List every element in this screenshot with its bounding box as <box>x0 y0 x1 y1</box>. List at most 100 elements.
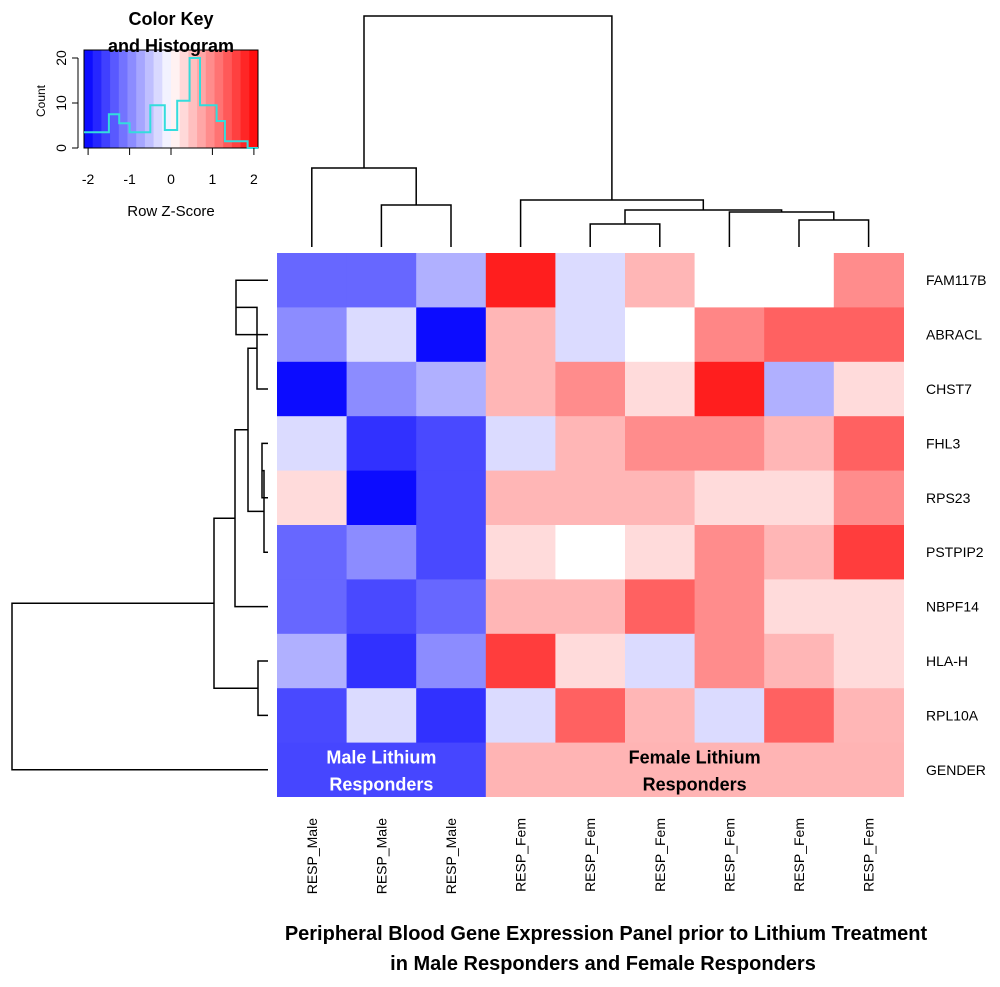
heatmap-cell <box>277 688 348 744</box>
annotation-group-label: Responders <box>329 775 433 795</box>
row-label: RPS23 <box>926 490 971 506</box>
heatmap-cell <box>555 416 626 472</box>
color-key-band <box>92 50 102 148</box>
row-dendrogram <box>11 279 268 771</box>
column-label: RESP_Fem <box>513 818 529 892</box>
row-dendrogram-branch <box>11 602 268 771</box>
annotation-group-label: Male Lithium <box>326 748 436 768</box>
heatmap-cell <box>764 688 835 744</box>
heatmap-cell <box>555 525 626 580</box>
heatmap-cell <box>277 525 348 580</box>
heatmap-cell <box>764 579 835 635</box>
heatmap-cell <box>416 253 487 308</box>
heatmap-cell <box>833 470 904 526</box>
color-key-band <box>101 50 111 148</box>
heatmap-cell <box>764 253 835 308</box>
color-key-x-tick-label: 2 <box>250 171 258 187</box>
color-key-band <box>205 50 215 148</box>
color-key-band <box>118 50 128 148</box>
heatmap-cell <box>694 688 765 744</box>
color-key-band <box>171 50 181 148</box>
heatmap-cell <box>346 525 417 580</box>
color-key-y-tick-label: 10 <box>53 95 69 111</box>
heatmap-cell <box>346 416 417 472</box>
row-dendrogram-branch <box>234 429 268 608</box>
heatmap-cell <box>625 525 696 580</box>
heatmap-cell <box>346 307 417 363</box>
column-dendrogram-branch <box>363 15 613 200</box>
row-label: FHL3 <box>926 435 960 451</box>
heatmap-cell <box>346 470 417 526</box>
heatmap-cell <box>277 579 348 635</box>
heatmap-cell <box>694 361 765 417</box>
heatmap-cell <box>625 688 696 744</box>
row-label: CHST7 <box>926 381 972 397</box>
color-key-band <box>153 50 163 148</box>
annotation-group-label: Female Lithium <box>629 748 761 768</box>
heatmap-cell <box>833 688 904 744</box>
color-key-xlabel: Row Z-Score <box>127 203 215 220</box>
figure-title-line-1: Peripheral Blood Gene Expression Panel p… <box>285 923 928 945</box>
heatmap-cell <box>346 253 417 308</box>
color-key-x-tick-label: 1 <box>209 171 217 187</box>
color-key-ylabel: Count <box>34 84 48 117</box>
heatmap-cell <box>485 579 556 635</box>
column-dendrogram-branch <box>728 211 835 247</box>
column-dendrogram-branch <box>589 223 661 247</box>
heatmap-cell <box>694 253 765 308</box>
heatmap-cell <box>555 579 626 635</box>
row-labels: FAM117B ABRACL CHST7 FHL3 RPS23 PSTPIP2 NBPF14… <box>926 272 986 778</box>
column-label: RESP_Male <box>373 818 389 894</box>
heatmap-cell <box>555 688 626 744</box>
heatmap-cell <box>625 416 696 472</box>
gender-annotation-bar: Male Lithium Responders Female Lithium Resp… <box>277 742 904 797</box>
color-key-band <box>179 50 189 148</box>
heatmap-cell <box>485 688 556 744</box>
heatmap-cell <box>555 470 626 526</box>
color-key-title-line-1: Color Key <box>128 9 213 29</box>
heatmap-cell <box>277 307 348 363</box>
heatmap-cell <box>485 416 556 472</box>
heatmap-cell <box>833 307 904 363</box>
heatmap-cell <box>764 633 835 689</box>
column-label: RESP_Male <box>304 818 320 894</box>
heatmap-cell <box>277 361 348 417</box>
heatmap-cell <box>485 253 556 308</box>
color-key-band <box>197 50 207 148</box>
heatmap-cell <box>277 416 348 472</box>
heatmap-cell <box>346 579 417 635</box>
row-label: ABRACL <box>926 327 982 343</box>
row-label: NBPF14 <box>926 599 979 615</box>
heatmap-cells <box>277 253 904 744</box>
heatmap-cell <box>485 361 556 417</box>
heatmap-cell <box>416 688 487 744</box>
column-label: RESP_Male <box>443 818 459 894</box>
heatmap-cell <box>346 361 417 417</box>
heatmap-cell <box>485 470 556 526</box>
heatmap-cell <box>625 579 696 635</box>
heatmap-cell <box>833 525 904 580</box>
row-label: FAM117B <box>926 272 986 288</box>
heatmap-cell <box>694 470 765 526</box>
annotation-group-2 <box>485 742 904 797</box>
heatmap-cell <box>277 470 348 526</box>
color-key-band <box>240 50 250 148</box>
color-key-band <box>136 50 146 148</box>
heatmap-cell <box>277 633 348 689</box>
heatmap-cell <box>694 525 765 580</box>
column-label: RESP_Fem <box>721 818 737 892</box>
heatmap-cell <box>694 416 765 472</box>
color-key: Color Key and Histogram -2 -1 0 1 2 0 10 20 Co… <box>34 9 259 220</box>
color-key-band <box>84 50 94 148</box>
heatmap-cell <box>416 470 487 526</box>
heatmap-cell <box>833 253 904 308</box>
color-key-x-axis: -2 -1 0 1 2 <box>82 148 258 187</box>
color-key-band <box>231 50 242 148</box>
heatmap-cell <box>625 361 696 417</box>
column-label: RESP_Fem <box>861 818 877 892</box>
heatmap-cell <box>764 307 835 363</box>
heatmap-cell <box>485 633 556 689</box>
color-key-band <box>110 50 120 148</box>
color-key-band <box>162 50 172 148</box>
column-dendrogram-branch <box>311 167 417 247</box>
